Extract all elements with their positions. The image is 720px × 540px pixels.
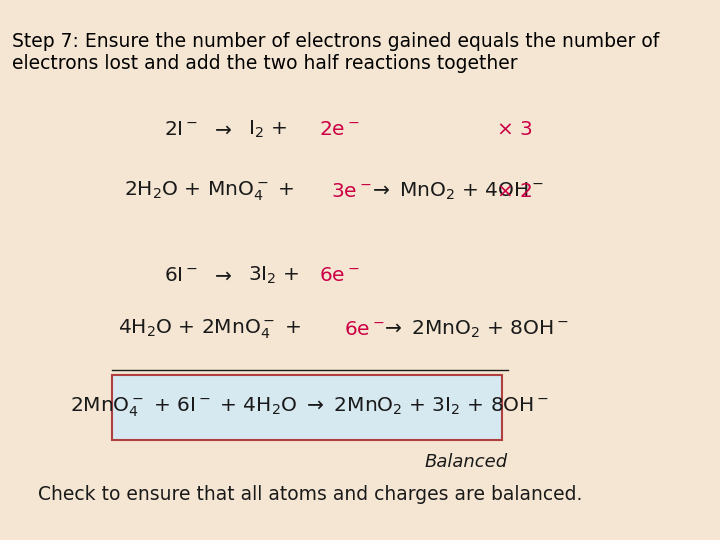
Text: 6e$^-$: 6e$^-$	[344, 320, 384, 339]
Text: I$_2$ +: I$_2$ +	[248, 119, 289, 140]
Text: $\times$ 2: $\times$ 2	[495, 182, 532, 201]
Text: $\rightarrow$: $\rightarrow$	[211, 266, 233, 285]
Text: 2MnO$_4^-$ + 6I$^-$ + 4H$_2$O $\rightarrow$ 2MnO$_2$ + 3I$_2$ + 8OH$^-$: 2MnO$_4^-$ + 6I$^-$ + 4H$_2$O $\rightarr…	[71, 396, 549, 420]
Text: $\times$ 3: $\times$ 3	[495, 120, 532, 139]
Text: Balanced: Balanced	[425, 453, 508, 471]
Text: 2e$^-$: 2e$^-$	[319, 120, 359, 139]
Text: 3I$_2$ +: 3I$_2$ +	[248, 265, 302, 286]
Text: 4H$_2$O + 2MnO$_4^-$ +: 4H$_2$O + 2MnO$_4^-$ +	[118, 318, 303, 341]
Text: 2I$^-$: 2I$^-$	[164, 120, 198, 139]
FancyBboxPatch shape	[112, 375, 502, 440]
Text: 2H$_2$O + MnO$_4^-$ +: 2H$_2$O + MnO$_4^-$ +	[124, 180, 297, 204]
Text: 3e$^-$: 3e$^-$	[331, 182, 372, 201]
Text: $\rightarrow$: $\rightarrow$	[211, 120, 233, 139]
Text: $\rightarrow$ MnO$_2$ + 4OH$^-$: $\rightarrow$ MnO$_2$ + 4OH$^-$	[362, 181, 544, 202]
Text: 6I$^-$: 6I$^-$	[164, 266, 198, 285]
Text: Step 7: Ensure the number of electrons gained equals the number of
electrons los: Step 7: Ensure the number of electrons g…	[12, 32, 660, 73]
Text: $\rightarrow$ 2MnO$_2$ + 8OH$^-$: $\rightarrow$ 2MnO$_2$ + 8OH$^-$	[374, 319, 568, 340]
Text: 6e$^-$: 6e$^-$	[319, 266, 359, 285]
Text: Check to ensure that all atoms and charges are balanced.: Check to ensure that all atoms and charg…	[37, 484, 582, 504]
